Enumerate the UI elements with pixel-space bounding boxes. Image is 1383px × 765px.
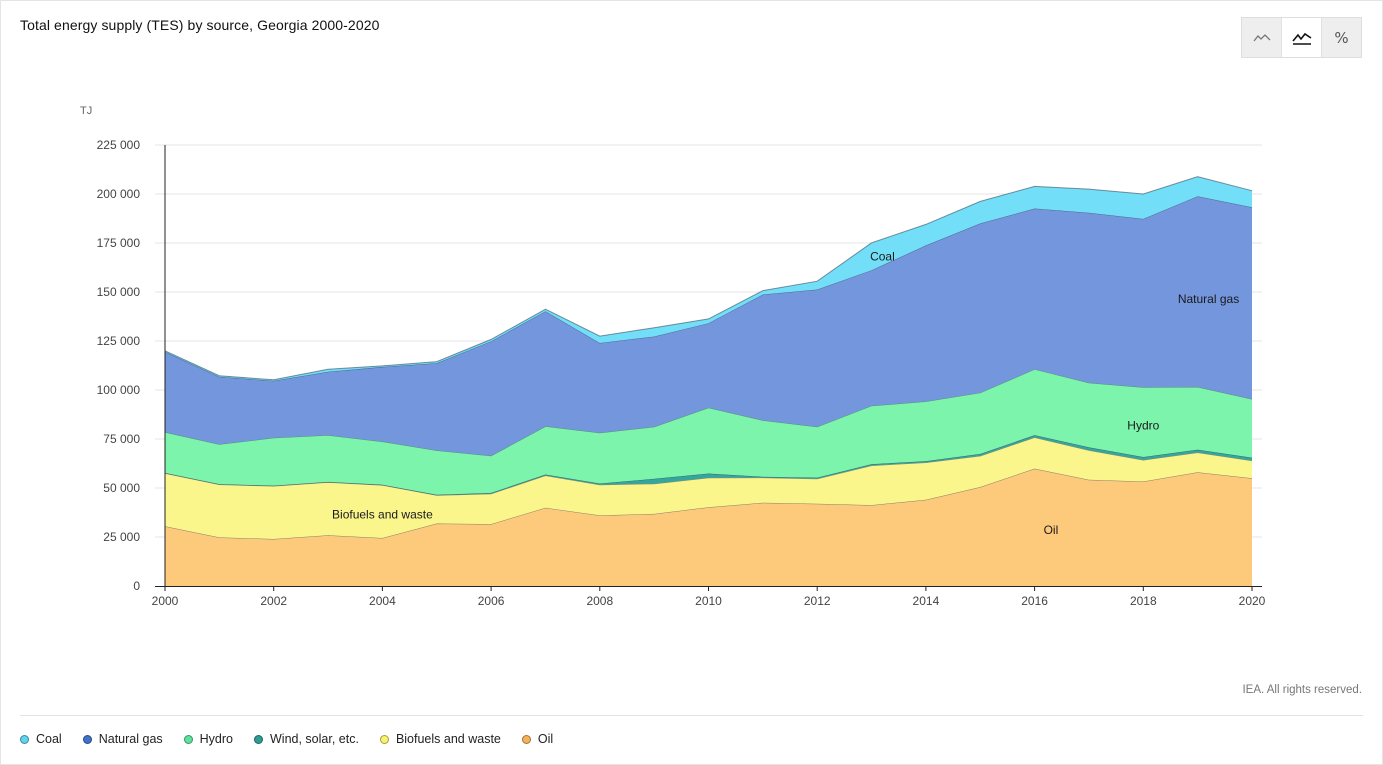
x-tick-label: 2018 [1130,594,1157,608]
area-label-coal: Coal [870,250,895,264]
y-tick-label: 125 000 [97,334,141,348]
legend-item-biofuels[interactable]: Biofuels and waste [379,732,501,746]
area-natural-gas [165,196,1252,456]
y-tick-label: 0 [133,579,140,593]
area-oil [165,468,1252,586]
y-tick-label: 150 000 [97,285,141,299]
legend-item-coal[interactable]: Coal [20,732,62,746]
legend-item-hydro[interactable]: Hydro [183,732,233,746]
area-coal [165,176,1252,381]
y-tick-label: 225 000 [97,138,141,152]
x-tick-label: 2016 [1021,594,1048,608]
legend-swatch [521,734,531,744]
series-line-coal [164,176,1253,381]
area-hydro [165,369,1252,495]
area-label-natural-gas: Natural gas [1178,292,1239,306]
x-tick-label: 2004 [369,594,396,608]
area-label-oil: Oil [1044,523,1059,537]
x-tick-label: 2002 [260,594,287,608]
x-tick-label: 2014 [913,594,940,608]
credit-text: IEA. All rights reserved. [1242,684,1362,696]
area-view-button[interactable] [1281,18,1321,57]
legend-item-oil[interactable]: Oil [521,732,554,746]
y-tick-label: 175 000 [97,236,141,250]
y-tick-label: 200 000 [97,187,141,201]
chart-view-toggle: % [1241,17,1362,58]
chart-title: Total energy supply (TES) by source, Geo… [20,17,380,33]
y-tick-label: 75 000 [103,432,140,446]
legend-divider [20,715,1363,716]
y-tick-label: 50 000 [103,481,140,495]
x-tick-label: 2012 [804,594,831,608]
legend-swatch [82,734,92,744]
x-tick-label: 2006 [478,594,505,608]
x-tick-label: 2020 [1239,594,1266,608]
percent-icon: % [1334,28,1349,47]
area-biofuels-and-waste [165,437,1252,539]
area-label-hydro: Hydro [1127,418,1159,432]
legend: Coal Natural gas Hydro Wind, solar, etc.… [20,732,553,746]
legend-label: Biofuels and waste [395,732,501,746]
area-chart-icon [1291,32,1311,45]
percent-view-button[interactable]: % [1321,18,1361,57]
legend-label: Oil [537,732,554,746]
y-axis-unit: TJ [80,105,92,117]
legend-label: Wind, solar, etc. [270,732,359,746]
legend-label: Coal [36,732,62,746]
legend-label: Natural gas [98,732,163,746]
stacked-area-chart: 0 25 000 50 000 75 000 100 000 125 000 150 000… [80,105,1266,608]
legend-item-wind-solar[interactable]: Wind, solar, etc. [254,732,359,746]
legend-swatch [254,734,263,744]
y-tick-label: 25 000 [103,530,140,544]
x-tick-label: 2000 [152,594,179,608]
legend-item-natural-gas[interactable]: Natural gas [82,732,163,746]
legend-swatch [183,734,193,744]
line-view-button[interactable] [1242,18,1281,57]
y-tick-label: 100 000 [97,383,141,397]
legend-label: Hydro [199,732,233,746]
x-tick-label: 2008 [586,594,613,608]
x-tick-label: 2010 [695,594,722,608]
area-label-biofuels-and-waste: Biofuels and waste [332,507,433,521]
line-chart-icon [1252,33,1270,41]
legend-swatch [379,734,389,744]
legend-swatch [20,734,29,744]
